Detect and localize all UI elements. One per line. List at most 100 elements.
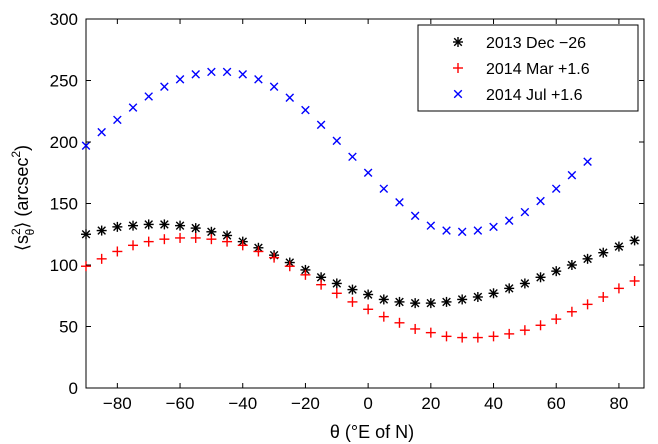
data-point xyxy=(237,240,248,251)
legend-marker xyxy=(453,37,463,47)
y-tick-label: 150 xyxy=(50,195,78,214)
data-point xyxy=(551,266,562,277)
data-point xyxy=(128,220,139,231)
legend-entry: 2014 Mar +1.6 xyxy=(486,61,590,78)
data-marks xyxy=(81,67,640,343)
data-point xyxy=(457,332,468,343)
y-tick-label: 100 xyxy=(50,256,78,275)
data-point xyxy=(629,235,640,246)
x-tick-label: −80 xyxy=(103,394,132,413)
series-3 xyxy=(81,67,592,237)
data-point xyxy=(394,296,405,307)
data-point xyxy=(81,141,91,150)
data-point xyxy=(363,289,374,300)
data-point xyxy=(536,196,545,206)
y-tick-label: 250 xyxy=(50,72,78,91)
data-point xyxy=(143,236,154,247)
data-point xyxy=(81,261,91,272)
x-tick-label: −60 xyxy=(166,394,195,413)
data-point xyxy=(566,306,577,317)
data-point xyxy=(113,115,122,125)
data-point xyxy=(96,253,107,264)
data-point xyxy=(425,298,436,309)
data-point xyxy=(81,229,91,240)
data-point xyxy=(300,269,311,280)
data-point xyxy=(159,234,170,245)
x-tick-label: 0 xyxy=(363,394,372,413)
data-point xyxy=(378,311,389,322)
data-point xyxy=(191,70,201,79)
data-point xyxy=(206,234,217,245)
data-point xyxy=(222,236,233,247)
data-point xyxy=(395,197,404,207)
data-point xyxy=(425,327,436,338)
x-tick-label: −40 xyxy=(228,394,257,413)
data-point xyxy=(207,67,216,77)
data-point xyxy=(457,294,468,305)
data-point xyxy=(598,247,609,258)
data-point xyxy=(551,314,562,325)
data-point xyxy=(504,216,514,226)
data-point xyxy=(504,328,515,339)
data-point xyxy=(331,278,342,289)
data-point xyxy=(347,296,358,307)
data-point xyxy=(144,92,153,101)
data-point xyxy=(519,325,530,336)
data-point xyxy=(520,207,530,217)
data-point xyxy=(160,82,169,91)
legend-marker xyxy=(453,63,463,73)
data-point xyxy=(566,260,577,270)
data-point xyxy=(159,219,170,230)
legend-marker xyxy=(453,89,463,99)
data-point xyxy=(347,284,358,295)
data-point xyxy=(567,170,577,180)
data-point xyxy=(582,299,593,310)
data-point xyxy=(410,298,421,309)
data-point xyxy=(583,157,592,166)
data-point xyxy=(441,296,452,307)
data-point xyxy=(175,232,186,243)
legend-entry: 2013 Dec −26 xyxy=(486,35,586,52)
data-point xyxy=(96,225,107,236)
data-point xyxy=(378,294,389,305)
data-point xyxy=(284,261,295,272)
data-point xyxy=(442,226,451,235)
data-point xyxy=(613,241,624,252)
data-point xyxy=(112,221,123,232)
data-point xyxy=(269,82,279,91)
data-point xyxy=(551,184,561,194)
data-point xyxy=(316,120,326,130)
data-point xyxy=(332,136,342,146)
data-point xyxy=(472,291,483,302)
series-2 xyxy=(81,232,640,343)
data-point xyxy=(535,272,546,283)
data-point xyxy=(394,317,405,328)
data-point xyxy=(457,227,467,237)
x-axis-label: θ (°E of N) xyxy=(330,422,414,442)
data-point xyxy=(301,105,310,115)
data-point xyxy=(128,103,138,112)
data-point xyxy=(222,67,232,77)
data-point xyxy=(472,332,483,343)
x-tick-label: 60 xyxy=(547,394,566,413)
x-tick-label: −20 xyxy=(291,394,320,413)
series-1 xyxy=(81,219,640,309)
data-point xyxy=(285,93,295,103)
data-point xyxy=(175,220,186,231)
legend-entry: 2014 Jul +1.6 xyxy=(486,87,583,104)
y-tick-label: 300 xyxy=(50,10,78,29)
data-point xyxy=(206,226,217,237)
y-axis-label: ⟨s2θ⟩ (arcsec2) xyxy=(9,145,37,251)
axes: −80 −60 −40 −20 0 20 40 60 80 0 50 100 150 200 250 300 xyxy=(50,10,644,413)
data-point xyxy=(426,221,436,230)
data-point xyxy=(316,279,327,290)
legend: 2013 Dec −26 2014 Mar +1.6 2014 Jul +1.6 xyxy=(417,24,639,112)
data-point xyxy=(488,331,499,342)
data-point xyxy=(175,74,185,84)
data-point xyxy=(363,168,373,178)
data-point xyxy=(410,323,421,334)
data-point xyxy=(112,246,123,257)
data-point xyxy=(488,288,499,299)
data-point xyxy=(441,331,452,342)
